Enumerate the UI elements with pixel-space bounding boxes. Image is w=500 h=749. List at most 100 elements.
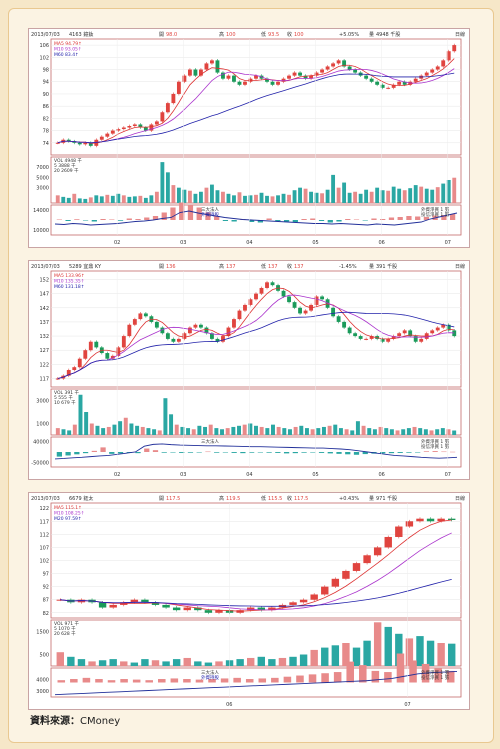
volume-bar [157, 430, 162, 435]
volume-bar [299, 425, 304, 435]
chip-bar [109, 452, 115, 454]
header-open: 117.5 [166, 496, 180, 502]
ma-line [60, 519, 452, 612]
volume-bar [293, 426, 298, 435]
chip-bar [446, 670, 455, 683]
volume-bar [72, 424, 77, 435]
candle [347, 327, 352, 334]
volume-bar [259, 426, 264, 435]
volume-bar [208, 424, 213, 435]
candle [369, 78, 374, 82]
volume-bar [120, 661, 128, 666]
candle [353, 333, 358, 337]
ma-line [57, 287, 455, 379]
volume-bar [342, 643, 350, 666]
chip-bar [406, 452, 412, 453]
chip-bar [409, 660, 417, 683]
candle [342, 321, 347, 328]
candle [110, 130, 115, 134]
candle [310, 594, 318, 600]
header-bar [29, 29, 469, 38]
price-tick-label: 107 [39, 545, 49, 551]
volume-bar [248, 423, 253, 435]
header-close-label: 收 [287, 263, 292, 270]
candle [336, 316, 341, 322]
header-volume: 971 千股 [376, 495, 397, 502]
chip-bar [318, 220, 325, 221]
chip-bar [336, 452, 342, 454]
candle [172, 607, 181, 611]
candle [171, 338, 176, 342]
chip-bar [152, 216, 159, 220]
chip-bar [283, 452, 290, 454]
volume-bar [160, 162, 165, 203]
header-high-label: 高 [219, 31, 224, 38]
volume-bar [221, 191, 225, 203]
candle [55, 378, 60, 380]
volume-bar [270, 196, 275, 203]
volume-bar [327, 425, 332, 435]
candle [373, 547, 382, 556]
chip-bar [397, 217, 403, 220]
chip-bar [396, 653, 405, 683]
chip-legend-left: 三大法人 [201, 438, 219, 445]
volume-bar [336, 187, 341, 203]
volume-bar [121, 195, 126, 203]
volume-bar [441, 183, 446, 203]
volume-bar [55, 195, 60, 203]
candle [384, 536, 392, 548]
volume-bar [347, 192, 352, 203]
volume-bar [405, 638, 414, 666]
volume-bar [353, 191, 358, 203]
x-tick-label: 04 [246, 240, 252, 246]
volume-bar [152, 429, 157, 435]
chip-bar [310, 218, 316, 220]
chip-bar [397, 452, 403, 453]
volume-bar [88, 197, 93, 203]
header-bar [29, 261, 469, 270]
x-tick-label: 02 [114, 472, 120, 478]
x-tick-label: 03 [180, 240, 186, 246]
chart-4163: 2013/07/03 4163 鐿鈦開 98.0 高 100 低 93.5 收 100 +5.05… [28, 28, 470, 248]
chip-tick-label: 40000 [33, 440, 49, 446]
volume-bar [67, 430, 72, 435]
volume-bar [165, 172, 170, 203]
volume-bar [88, 661, 96, 666]
header-low-label: 低 [261, 263, 266, 270]
chip-bar [74, 219, 80, 220]
volume-bar [151, 660, 160, 666]
volume-bar [210, 184, 214, 203]
candle [303, 75, 308, 79]
volume-bar [237, 425, 241, 435]
candle [292, 302, 297, 308]
candle [446, 51, 451, 61]
chip-bar [170, 678, 179, 683]
chip-bar [353, 219, 360, 220]
chip-bar [441, 215, 447, 220]
chip-bar [135, 219, 141, 220]
candle [232, 75, 236, 82]
candle [270, 282, 275, 286]
volume-bar [169, 414, 174, 435]
chip-bar [187, 452, 194, 453]
volume-bar [180, 426, 185, 435]
volume-bar [452, 177, 457, 203]
candle [176, 81, 181, 94]
volume-tick-label: 5000 [36, 175, 49, 181]
volume-bar [299, 654, 308, 666]
price-tick-label: 106 [39, 43, 49, 49]
volume-bar [412, 426, 417, 435]
candle [83, 142, 88, 145]
chip-bar [450, 451, 456, 453]
volume-bar [204, 662, 213, 666]
price-tick-label: 117 [39, 519, 49, 525]
chip-bar [100, 219, 106, 220]
candle [413, 78, 418, 82]
volume-bar [333, 424, 338, 435]
candle [325, 66, 330, 70]
candle [149, 124, 154, 131]
volume-bar [215, 190, 220, 203]
header-open-label: 開 [159, 496, 164, 502]
price-panel [50, 270, 462, 388]
candle [298, 72, 302, 76]
